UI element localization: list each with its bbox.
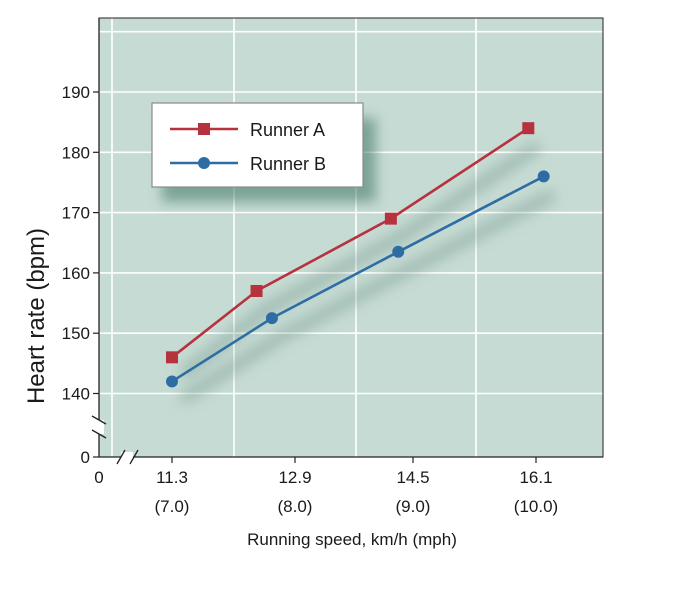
x-axis-break-gap bbox=[121, 452, 133, 462]
data-point-square bbox=[522, 122, 535, 135]
y-axis-break-icon bbox=[91, 415, 107, 439]
x-tick-sublabel: (9.0) bbox=[396, 497, 431, 516]
data-point-circle bbox=[392, 245, 405, 258]
legend-label: Runner B bbox=[250, 154, 326, 174]
series bbox=[166, 122, 550, 388]
y-tick-label: 180 bbox=[62, 143, 90, 162]
y-tick-label-zero: 0 bbox=[81, 448, 90, 467]
data-point-square bbox=[384, 212, 397, 225]
series-shadow bbox=[179, 189, 556, 404]
y-tick-label: 190 bbox=[62, 83, 90, 102]
x-tick-sublabel: (8.0) bbox=[278, 497, 313, 516]
data-point-circle bbox=[166, 375, 178, 388]
legend: Runner A Runner B bbox=[151, 102, 364, 188]
data-point-circle bbox=[537, 170, 550, 183]
legend-marker-square bbox=[198, 123, 210, 135]
series-line bbox=[171, 175, 545, 383]
plot-background bbox=[99, 18, 603, 457]
series-shadow bbox=[178, 142, 542, 380]
x-tick-sublabel: (10.0) bbox=[514, 497, 558, 516]
legend-label: Runner A bbox=[250, 120, 325, 140]
x-tick-sublabel: (7.0) bbox=[155, 497, 190, 516]
x-tick-label: 14.5 bbox=[396, 468, 429, 487]
x-axis-break-icon bbox=[116, 449, 139, 465]
x-axis-title: Running speed, km/h (mph) bbox=[247, 530, 457, 549]
x-tick-label-zero: 0 bbox=[94, 468, 103, 487]
series-line bbox=[171, 127, 530, 359]
y-tick-label: 140 bbox=[62, 385, 90, 404]
axes: 140 150 160 170 180 190 00 11.3 (7.0) 12.9 (8.0) 14… bbox=[62, 17, 604, 516]
legend-marker-circle bbox=[198, 157, 210, 169]
y-axis-break-gap bbox=[94, 420, 104, 434]
y-tick-label: 160 bbox=[62, 264, 90, 283]
y-tick-label: 170 bbox=[62, 204, 90, 223]
y-tick-label: 150 bbox=[62, 324, 90, 343]
x-tick-label: 12.9 bbox=[278, 468, 311, 487]
x-tick-label: 11.3 bbox=[156, 468, 188, 487]
data-point-square bbox=[250, 284, 263, 297]
data-point-circle bbox=[265, 312, 278, 325]
x-tick-label: 16.1 bbox=[519, 468, 552, 487]
data-point-square bbox=[166, 351, 178, 364]
legend-box bbox=[151, 102, 364, 188]
y-axis-title: Heart rate (bpm) bbox=[23, 228, 50, 404]
